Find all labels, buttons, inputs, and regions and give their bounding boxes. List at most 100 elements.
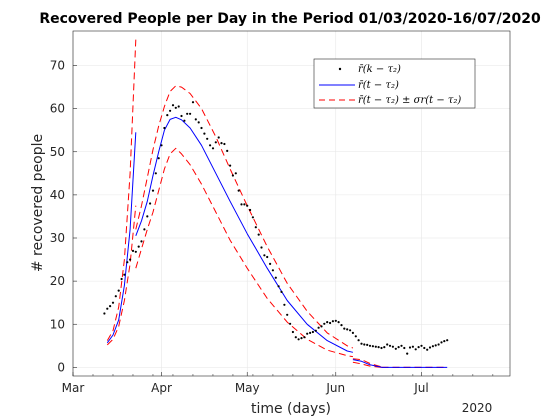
data-point: [169, 110, 171, 112]
data-point: [189, 113, 191, 115]
data-point: [420, 345, 422, 347]
y-axis-label: # recovered people: [30, 134, 46, 272]
data-point: [320, 325, 322, 327]
data-point: [309, 332, 311, 334]
data-point: [395, 348, 397, 350]
data-point: [172, 104, 174, 106]
data-point: [283, 304, 285, 306]
data-point: [392, 346, 394, 348]
data-point: [178, 105, 180, 107]
legend: r̄(k − τ₂) r̄(t − τ₂) r̄(t − τ₂) ± σr(t …: [314, 59, 475, 108]
data-point: [406, 353, 408, 355]
x-tick-label: Jul: [413, 381, 428, 395]
data-point: [121, 278, 123, 280]
data-point: [366, 344, 368, 346]
y-tick-label: 20: [50, 274, 65, 288]
data-point: [138, 246, 140, 248]
data-point: [152, 190, 154, 192]
data-point: [249, 209, 251, 211]
data-point: [203, 133, 205, 135]
data-point: [326, 321, 328, 323]
data-point: [340, 324, 342, 326]
data-point: [206, 138, 208, 140]
data-point: [180, 115, 182, 117]
legend-label-fit: r̄(t − τ₂): [358, 80, 399, 91]
data-point: [212, 147, 214, 149]
data-point: [318, 327, 320, 329]
data-point: [300, 337, 302, 339]
data-point: [209, 144, 211, 146]
data-point: [275, 277, 277, 279]
data-point: [338, 321, 340, 323]
data-point: [386, 343, 388, 345]
data-point: [163, 127, 165, 129]
data-point: [380, 347, 382, 349]
data-point: [200, 127, 202, 129]
data-point: [343, 328, 345, 330]
data-point: [315, 330, 317, 332]
data-point: [363, 343, 365, 345]
data-point: [252, 216, 254, 218]
data-point: [132, 250, 134, 252]
year-label: 2020: [462, 401, 493, 415]
data-point: [346, 328, 348, 330]
data-point: [263, 254, 265, 256]
legend-label-band: r̄(t − τ₂) ± σr(t − τ₂): [358, 95, 461, 106]
data-point: [115, 295, 117, 297]
data-point: [103, 312, 105, 314]
data-point: [126, 261, 128, 263]
data-point: [332, 320, 334, 322]
data-point: [426, 349, 428, 351]
legend-dot-marker: [339, 68, 341, 70]
data-point: [106, 308, 108, 310]
data-point: [446, 339, 448, 341]
data-point: [349, 329, 351, 331]
data-point: [192, 101, 194, 103]
data-point: [258, 234, 260, 236]
data-point: [118, 290, 120, 292]
data-point: [389, 345, 391, 347]
data-point: [278, 285, 280, 287]
data-point: [429, 346, 431, 348]
data-point: [232, 174, 234, 176]
data-point: [240, 203, 242, 205]
data-point: [255, 226, 257, 228]
data-point: [260, 246, 262, 248]
x-tick-label: Mar: [62, 381, 85, 395]
data-point: [312, 331, 314, 333]
data-point: [438, 343, 440, 345]
data-point: [280, 291, 282, 293]
y-tick-label: 30: [50, 231, 65, 245]
x-tick-label: Jun: [325, 381, 345, 395]
data-point: [155, 172, 157, 174]
data-point: [223, 143, 225, 145]
chart-title: Recovered People per Day in the Period 0…: [39, 11, 541, 27]
data-point: [109, 305, 111, 307]
data-point: [158, 157, 160, 159]
data-point: [135, 251, 137, 253]
data-point: [415, 348, 417, 350]
data-point: [289, 323, 291, 325]
y-tick-label: 0: [57, 360, 65, 374]
data-point: [266, 256, 268, 258]
data-point: [246, 205, 248, 207]
data-point: [143, 228, 145, 230]
y-tick-label: 70: [50, 59, 65, 73]
data-point: [269, 263, 271, 265]
data-point: [272, 269, 274, 271]
data-point: [306, 333, 308, 335]
data-point: [360, 343, 362, 345]
data-point: [398, 346, 400, 348]
data-point: [409, 346, 411, 348]
legend-label-dots: r̄(k − τ₂): [358, 64, 401, 75]
data-point: [443, 340, 445, 342]
data-point: [218, 136, 220, 138]
data-point: [243, 203, 245, 205]
y-tick-label: 60: [50, 102, 65, 116]
y-tick-label: 40: [50, 188, 65, 202]
data-point: [375, 346, 377, 348]
data-point: [183, 120, 185, 122]
data-point: [323, 323, 325, 325]
data-point: [372, 345, 374, 347]
